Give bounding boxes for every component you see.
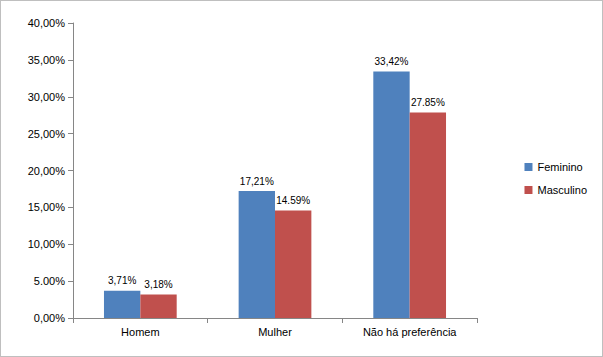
svg-text:33,42%: 33,42% bbox=[375, 56, 409, 67]
svg-text:17,21%: 17,21% bbox=[240, 176, 274, 187]
svg-text:30,00%: 30,00% bbox=[28, 91, 66, 103]
svg-text:3,18%: 3,18% bbox=[144, 279, 172, 290]
svg-text:0,00%: 0,00% bbox=[34, 312, 65, 324]
svg-text:15,00%: 15,00% bbox=[28, 201, 66, 213]
svg-text:Feminino: Feminino bbox=[537, 161, 582, 173]
svg-text:Masculino: Masculino bbox=[537, 184, 587, 196]
svg-text:Mulher: Mulher bbox=[258, 326, 292, 338]
svg-text:40,00%: 40,00% bbox=[28, 17, 66, 29]
svg-text:5.00%: 5.00% bbox=[34, 275, 65, 287]
svg-text:20,00%: 20,00% bbox=[28, 165, 66, 177]
svg-text:27.85%: 27.85% bbox=[411, 97, 445, 108]
svg-text:10,00%: 10,00% bbox=[28, 238, 66, 250]
svg-text:14.59%: 14.59% bbox=[276, 195, 310, 206]
svg-text:25,00%: 25,00% bbox=[28, 128, 66, 140]
svg-text:Não há preferência: Não há preferência bbox=[363, 326, 457, 338]
svg-text:35,00%: 35,00% bbox=[28, 54, 66, 66]
svg-text:3,71%: 3,71% bbox=[108, 275, 136, 286]
svg-text:Homem: Homem bbox=[121, 326, 160, 338]
